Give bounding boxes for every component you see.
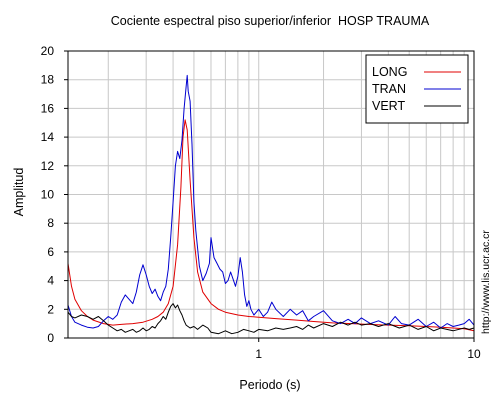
y-tick-label: 16: [41, 101, 55, 115]
y-tick-label: 20: [41, 44, 55, 58]
legend-label-vert: VERT: [372, 99, 405, 113]
series-line-vert: [67, 303, 475, 335]
x-tick-label: 1: [255, 347, 262, 361]
x-tick-label: 10: [467, 347, 481, 361]
y-tick-label: 8: [47, 216, 54, 230]
y-tick-label: 10: [41, 188, 55, 202]
legend-label-tran: TRAN: [372, 82, 406, 96]
y-tick-label: 12: [41, 159, 55, 173]
legend-label-long: LONG: [372, 65, 407, 79]
y-tick-label: 0: [47, 331, 54, 345]
y-tick-label: 14: [41, 130, 55, 144]
plot-frame: [67, 50, 475, 339]
series-line-tran: [67, 74, 475, 329]
y-tick-label: 6: [47, 245, 54, 259]
y-tick-label: 4: [47, 274, 54, 288]
y-tick-label: 18: [41, 73, 55, 87]
chart-title: Cociente espectral piso superior/inferio…: [110, 14, 430, 28]
x-axis-label: Periodo (s): [239, 378, 301, 392]
y-tick-label: 2: [47, 302, 54, 316]
